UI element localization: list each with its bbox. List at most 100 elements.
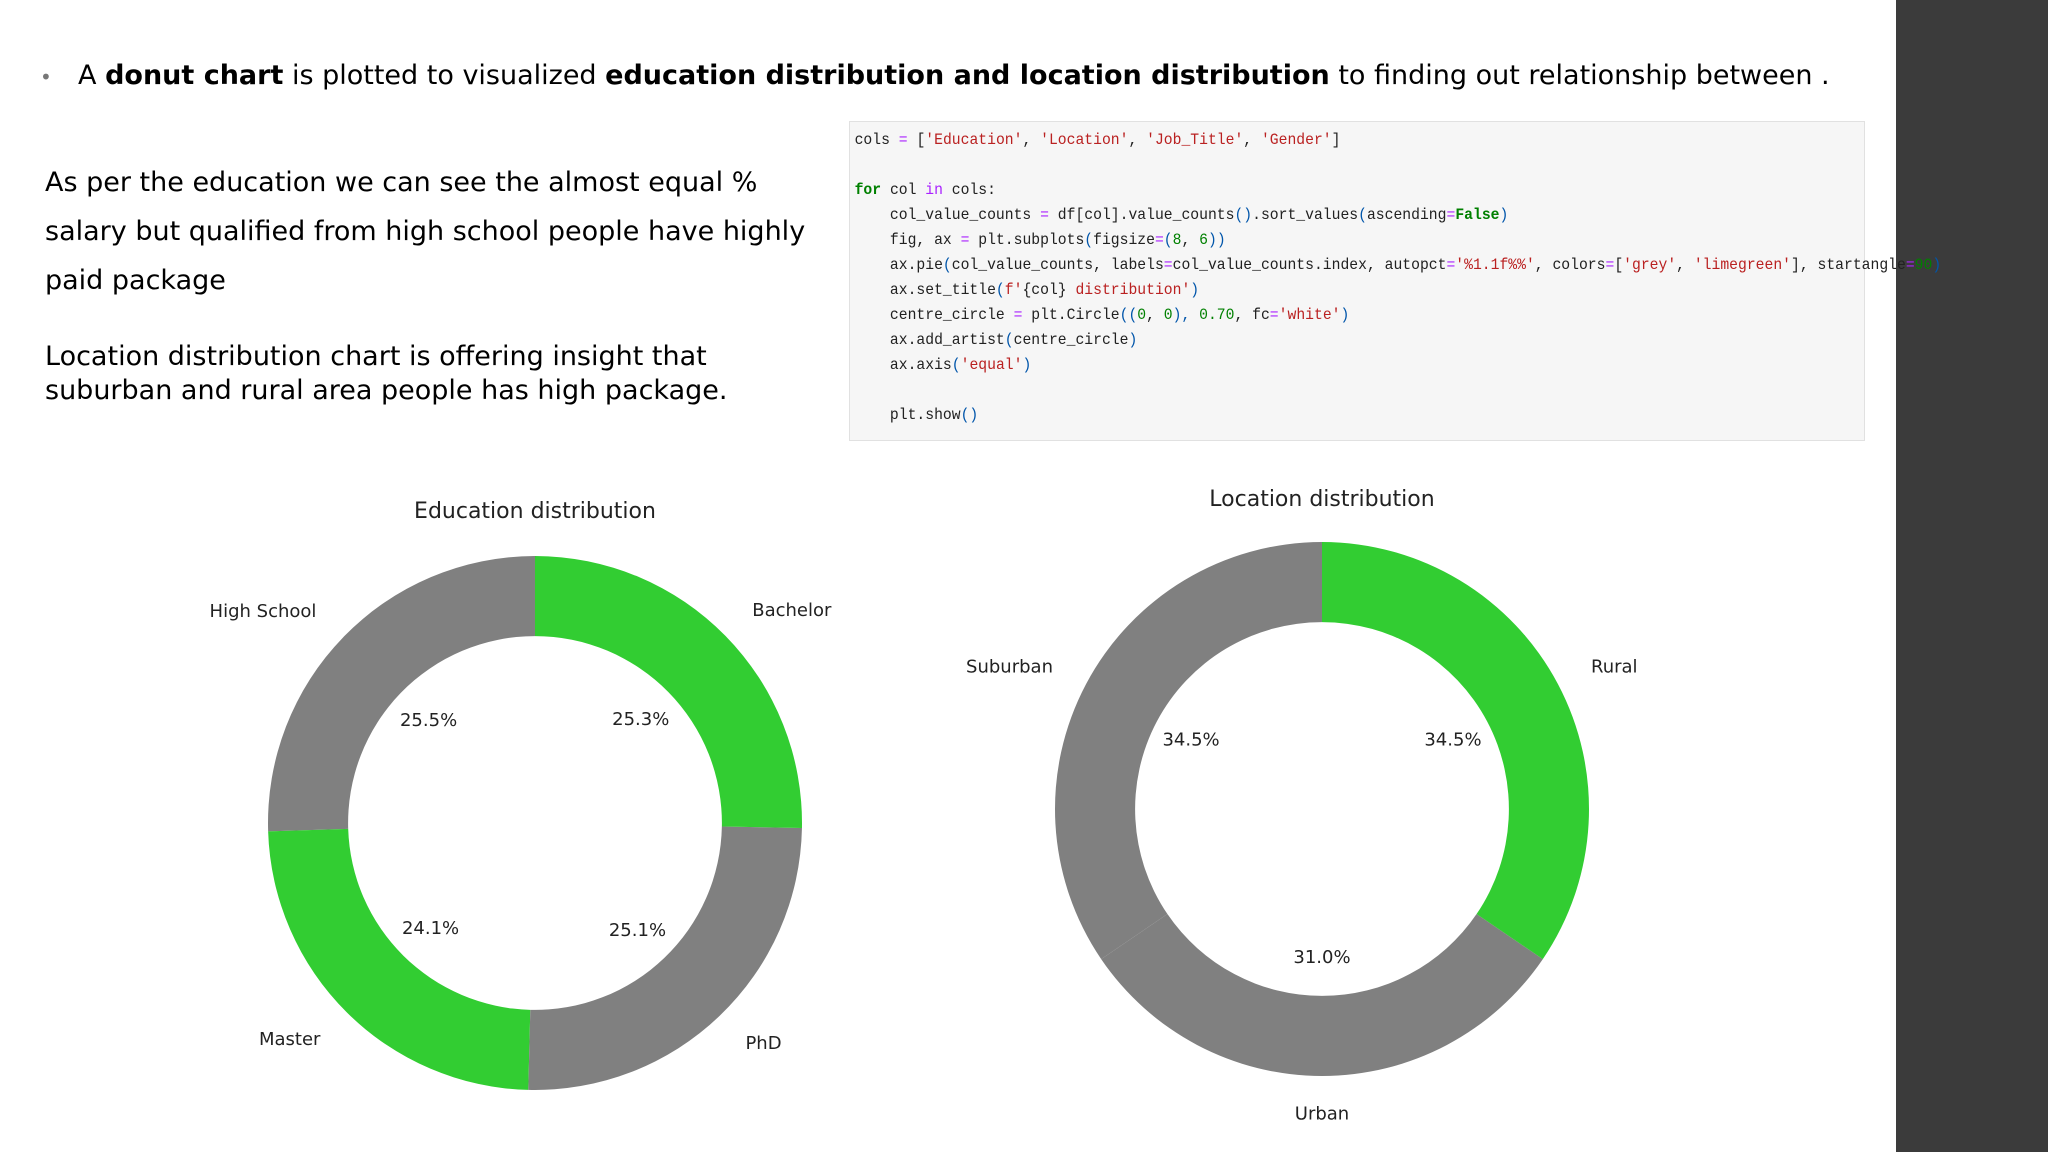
code-token: =: [1040, 206, 1049, 224]
code-token: ,: [1243, 131, 1261, 149]
code-token: ): [1932, 256, 1942, 274]
donut-chart-1: High School 25.5% Master 24.1% PhD 25.1% Bache…: [210, 499, 832, 1090]
code-line: fig, ax = plt.subplots(figsize=(8, 6)): [855, 228, 1783, 253]
donut-slice: [1054, 542, 1322, 960]
code-token: for: [854, 181, 882, 199]
code-token: ,: [1676, 256, 1694, 274]
code-token: .sort_values: [1252, 206, 1359, 224]
code-token: =: [1154, 231, 1164, 249]
slice-percent-label: 31.0%: [1293, 947, 1350, 968]
education-insight-text: As per the education we can see the almo…: [45, 167, 806, 296]
code-token: , colors: [1534, 256, 1606, 274]
slice-percent-label: 24.1%: [402, 918, 459, 939]
code-block: cols = ['Education', 'Location', 'Job_Ti…: [850, 122, 1942, 428]
code-token: =: [898, 131, 908, 149]
code-token: (: [951, 356, 961, 374]
code-cell: cols = ['Education', 'Location', 'Job_Ti…: [849, 121, 1942, 441]
code-token: [: [1614, 256, 1624, 274]
code-token: (: [1004, 331, 1014, 349]
code-token: ): [1499, 206, 1509, 224]
code-token: ,: [1128, 131, 1147, 149]
code-token: cols:: [942, 181, 996, 199]
code-token: col_value_counts, labels: [951, 256, 1164, 274]
code-line: centre_circle = plt.Circle((0, 0), 0.70,…: [855, 303, 1783, 328]
code-token: 'grey': [1623, 256, 1677, 274]
code-token: =: [1905, 256, 1915, 274]
code-line: ax.pie(col_value_counts, labels=col_valu…: [854, 253, 1941, 278]
bullet-text-3: to finding out relationship between .: [1329, 60, 1830, 91]
code-line: for col in cols:: [855, 178, 1783, 203]
code-token: value_counts: [1128, 206, 1235, 224]
code-token: ax.set_title: [854, 281, 996, 299]
donut-slice: [268, 828, 531, 1090]
bullet-text-2: is plotted to visualized: [283, 60, 606, 91]
code-token: 'limegreen': [1693, 256, 1792, 274]
slice-label: PhD: [745, 1033, 781, 1054]
slice-label: High School: [210, 601, 317, 622]
code-token: (: [995, 281, 1005, 299]
donut-slice: [1101, 914, 1543, 1077]
code-token: df[col]: [1048, 206, 1120, 224]
code-token: ,: [1022, 131, 1041, 149]
code-line: ax.set_title(f'{col} distribution'): [855, 278, 1783, 303]
code-token: ,: [1181, 231, 1200, 249]
code-token: ): [1128, 331, 1138, 349]
code-token: ], startangle: [1791, 256, 1906, 274]
code-token: =: [1446, 206, 1456, 224]
code-token: (: [1084, 231, 1094, 249]
code-token: 'Job_Title': [1146, 131, 1244, 149]
code-token: f': [1004, 281, 1023, 299]
code-token: 0: [1163, 306, 1173, 324]
code-token: ascending: [1366, 206, 1447, 224]
code-token: ax.pie: [854, 256, 943, 274]
slice-percent-label: 34.5%: [1424, 730, 1481, 751]
code-token: ]: [1331, 131, 1341, 149]
code-token: ): [1340, 306, 1350, 324]
code-token: 'Location': [1040, 131, 1129, 149]
code-token: False: [1455, 206, 1500, 224]
donut-chart-2: Suburban 34.5% Urban 31.0% Rural 34.5% Locatio…: [966, 487, 1637, 1124]
slice-percent-label: 34.5%: [1162, 730, 1219, 751]
slide-sidebar: [1896, 0, 2048, 1152]
donut-slice: [1322, 542, 1590, 960]
code-token: centre_circle: [854, 306, 1014, 324]
slice-label: Urban: [1295, 1103, 1349, 1124]
slice-percent-label: 25.3%: [612, 709, 669, 730]
slice-label: Bachelor: [752, 600, 832, 621]
code-line: ax.axis('equal'): [855, 353, 1783, 378]
bullet-text-1: A: [78, 60, 106, 91]
slice-percent-label: 25.1%: [609, 920, 666, 941]
code-token: 'Education': [925, 131, 1023, 149]
code-token: =: [1605, 256, 1615, 274]
bullet-bold-1: donut chart: [105, 60, 284, 91]
code-token: in: [925, 181, 943, 199]
code-token: plt.show: [854, 406, 961, 424]
code-token: 0.70: [1199, 306, 1235, 324]
code-line: ax.add_artist(centre_circle): [855, 328, 1783, 353]
donut-slice: [528, 826, 802, 1090]
code-token: )): [1207, 231, 1226, 249]
code-token: plt.Circle: [1022, 306, 1120, 324]
code-token: '%1.1f%%': [1455, 256, 1535, 274]
code-token: 'equal': [960, 356, 1023, 374]
slice-label: Suburban: [966, 657, 1053, 678]
code-token: =: [1446, 256, 1456, 274]
donut-slice: [268, 556, 535, 832]
code-token: plt.subplots: [969, 231, 1085, 249]
code-token: =: [960, 231, 970, 249]
code-token: 'white': [1278, 306, 1341, 324]
code-token: col_value_counts.index, autopct: [1172, 256, 1447, 274]
location-insight-text: Location distribution chart is offering …: [45, 341, 728, 406]
code-token: col_value_counts: [854, 206, 1041, 224]
code-token: ): [1022, 356, 1032, 374]
bullet-dot-icon: •: [40, 64, 52, 89]
code-token: 90: [1914, 256, 1933, 274]
code-token: ax.axis: [854, 356, 952, 374]
code-token: 0: [1137, 306, 1147, 324]
bullet-bold-2: education distribution and location dist…: [605, 60, 1330, 91]
donut-slice: [535, 556, 803, 829]
code-token: fig, ax: [854, 231, 961, 249]
slice-percent-label: 25.5%: [400, 710, 457, 731]
slice-label: Master: [259, 1029, 321, 1050]
